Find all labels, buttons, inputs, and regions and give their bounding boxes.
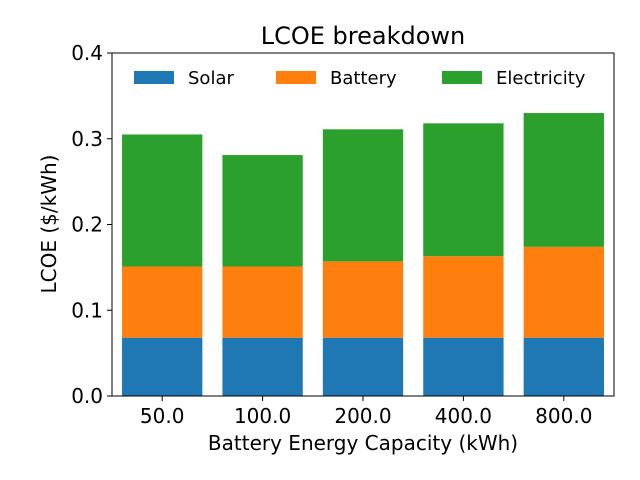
bar-electricity-400.0: [423, 123, 504, 257]
bar-battery-50.0: [122, 266, 203, 338]
bar-solar-50.0: [122, 337, 203, 396]
bar-battery-800.0: [523, 246, 604, 338]
legend-label-battery: Battery: [330, 68, 397, 89]
legend-swatch-electricity: [442, 71, 482, 84]
legend: Solar Battery Electricity: [134, 68, 586, 89]
y-tick-label: 0.4: [71, 41, 103, 65]
y-axis-label: LCOE ($/kWh): [37, 155, 61, 294]
x-tick-label: 50.0: [140, 404, 185, 428]
bar-electricity-200.0: [322, 129, 404, 262]
bar-battery-400.0: [423, 256, 504, 338]
bar-solar-200.0: [322, 337, 404, 396]
axes-group: 0.0 0.1 0.2 0.3 0.4 50.0 100.0 200.0 400.0 800.0: [71, 41, 615, 428]
bar-electricity-50.0: [122, 134, 203, 267]
legend-label-electricity: Electricity: [496, 68, 586, 89]
x-tick-label: 200.0: [334, 404, 391, 428]
y-tick-label: 0.1: [71, 298, 103, 322]
bar-solar-400.0: [423, 337, 504, 396]
bar-solar-100.0: [222, 337, 303, 396]
bar-battery-100.0: [222, 266, 303, 338]
x-tick-label: 400.0: [435, 404, 492, 428]
chart-title: LCOE breakdown: [261, 22, 466, 50]
bar-battery-200.0: [322, 261, 404, 338]
bar-solar-800.0: [523, 337, 604, 396]
y-tick-label: 0.0: [71, 384, 103, 408]
bar-electricity-800.0: [523, 113, 604, 247]
legend-label-solar: Solar: [188, 68, 234, 89]
bars-group: [122, 113, 604, 396]
x-axis-label: Battery Energy Capacity (kWh): [208, 431, 518, 455]
legend-swatch-battery: [276, 71, 316, 84]
y-tick-label: 0.3: [71, 127, 103, 151]
y-tick-label: 0.2: [71, 213, 103, 237]
legend-swatch-solar: [134, 71, 174, 84]
bar-electricity-100.0: [222, 155, 303, 267]
x-tick-label: 800.0: [535, 404, 592, 428]
x-tick-label: 100.0: [234, 404, 291, 428]
